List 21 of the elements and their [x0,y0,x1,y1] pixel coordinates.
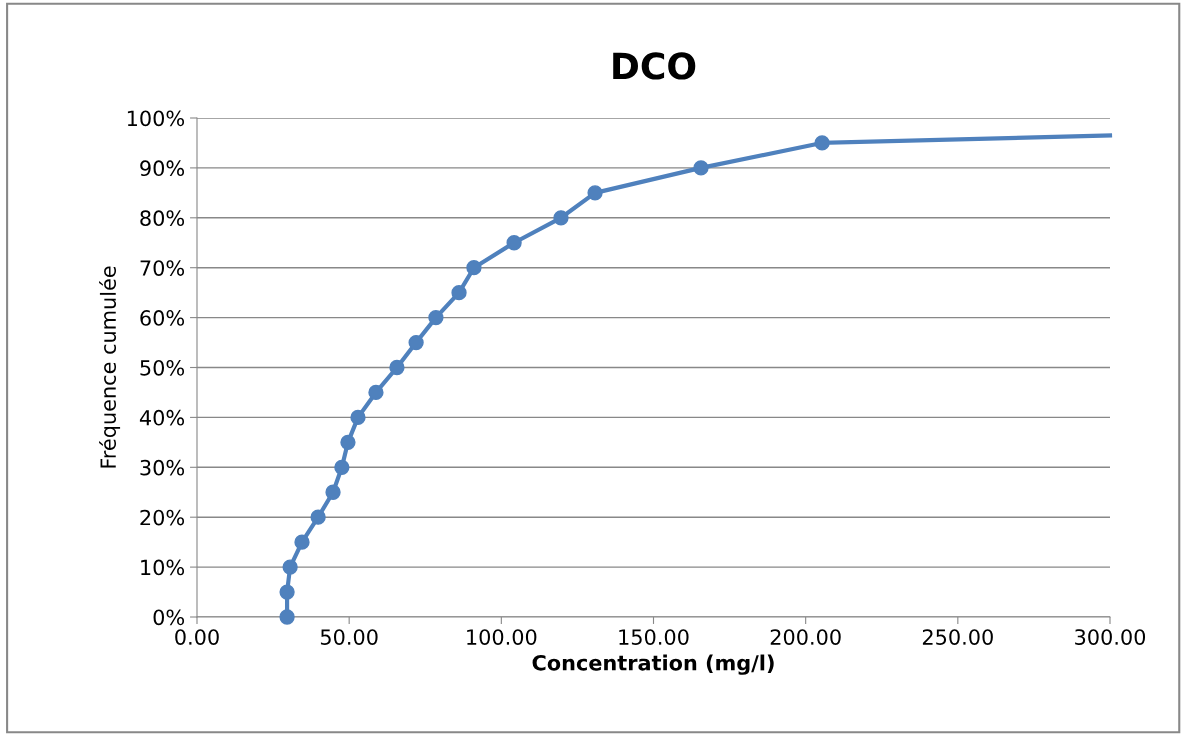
y-tick-label: 30% [140,459,185,476]
y-tick-label: 60% [140,310,185,326]
chart-title: DCO [613,52,696,80]
x-tick-label: 150.00 [619,629,689,645]
y-tick-label: 50% [140,359,185,376]
y-tick-label: 0% [153,609,185,626]
y-tick-label: 100% [127,110,185,127]
y-tick-label: 70% [140,260,185,276]
y-tick-label: 40% [139,409,185,426]
x-tick-label: 250.00 [922,629,993,645]
x-tick-label: 300.00 [1075,629,1146,645]
y-tick-label: 10% [141,559,185,576]
y-tick-label: 90% [140,160,185,177]
x-tick-label: 200.00 [770,629,841,645]
x-axis-title: Concentration (mg/l) [532,654,774,675]
y-tick-label: 80% [140,210,185,227]
y-tick-label: 20% [140,509,185,526]
y-axis-title: Fréquence cumulée [99,266,121,468]
x-tick-label: 0.00 [175,629,219,645]
x-tick-label: 100.00 [467,629,537,645]
x-tick-label: 50.00 [320,629,378,645]
